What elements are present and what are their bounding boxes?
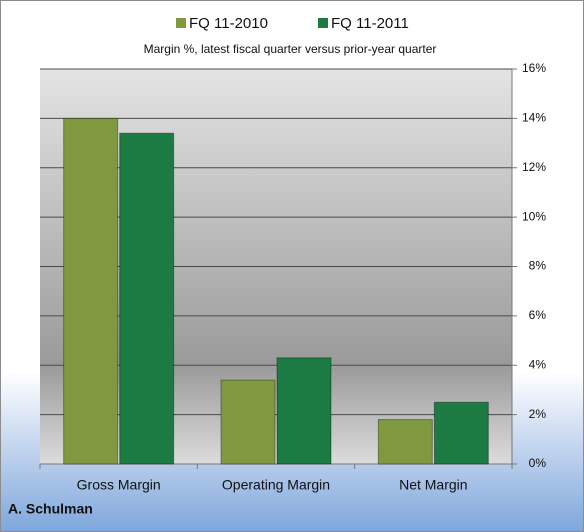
chart-subtitle: Margin %, latest fiscal quarter versus p… <box>144 42 437 56</box>
y-tick-label: 2% <box>529 407 547 421</box>
y-tick-label: 16% <box>522 61 546 75</box>
y-tick-label: 4% <box>529 357 547 371</box>
legend-label: FQ 11-2010 <box>189 15 268 32</box>
x-tick-label: Gross Margin <box>77 477 161 493</box>
legend-label: FQ 11-2011 <box>331 15 409 32</box>
legend-swatch <box>318 18 328 28</box>
y-tick-label: 8% <box>529 259 547 273</box>
bar <box>119 132 175 465</box>
bar <box>63 117 119 465</box>
bar <box>377 419 433 465</box>
bar <box>220 379 276 465</box>
footer: A. Schulman <box>8 501 93 517</box>
x-tick-label: Net Margin <box>399 477 467 493</box>
y-tick-label: 12% <box>522 160 546 174</box>
y-tick-label: 10% <box>522 209 546 223</box>
y-tick-label: 14% <box>522 111 546 125</box>
x-tick-label: Operating Margin <box>222 477 330 493</box>
bar <box>276 357 332 465</box>
legend-swatch <box>176 18 186 28</box>
y-tick-label: 6% <box>529 308 547 322</box>
y-tick-label: 0% <box>529 456 547 470</box>
bar <box>433 401 489 465</box>
